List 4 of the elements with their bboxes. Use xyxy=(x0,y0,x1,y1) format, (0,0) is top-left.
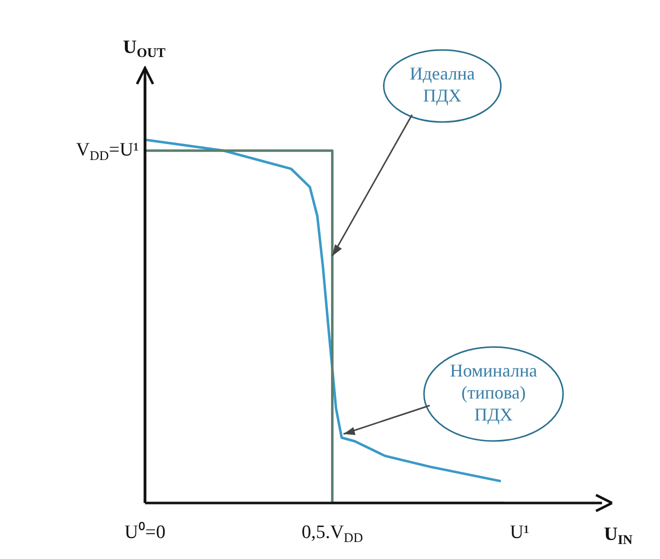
annotation: Номинална (типова) ПДХ xyxy=(450,360,538,425)
x-tick-label: U⁰=0 xyxy=(124,520,166,543)
annotation: Идеална ПДХ xyxy=(410,64,475,106)
x-tick-label: U¹ xyxy=(510,522,530,543)
